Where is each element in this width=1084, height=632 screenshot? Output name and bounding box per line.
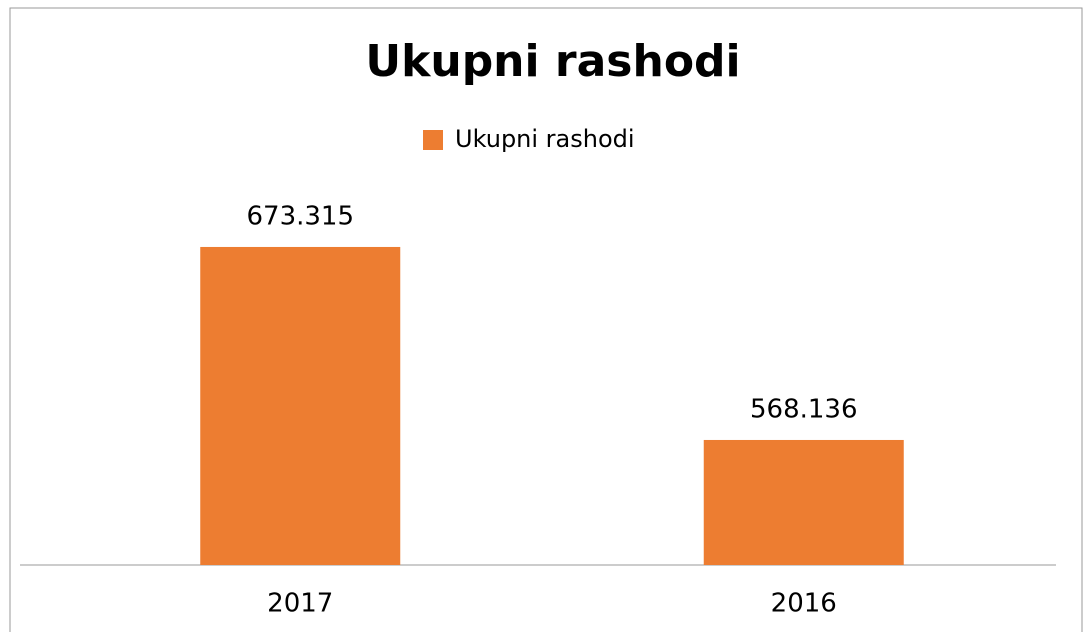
- bar: [200, 246, 401, 565]
- chart-title: Ukupni rashodi: [365, 36, 740, 87]
- legend-label: Ukupni rashodi: [455, 125, 635, 153]
- data-label: 568.136: [750, 394, 858, 424]
- data-label: 673.315: [246, 201, 354, 231]
- bar: [703, 439, 904, 565]
- chart-frame: [9, 7, 1083, 632]
- x-tick-label: 2017: [267, 589, 333, 619]
- legend-swatch: [423, 130, 443, 150]
- x-tick-label: 2016: [771, 589, 837, 619]
